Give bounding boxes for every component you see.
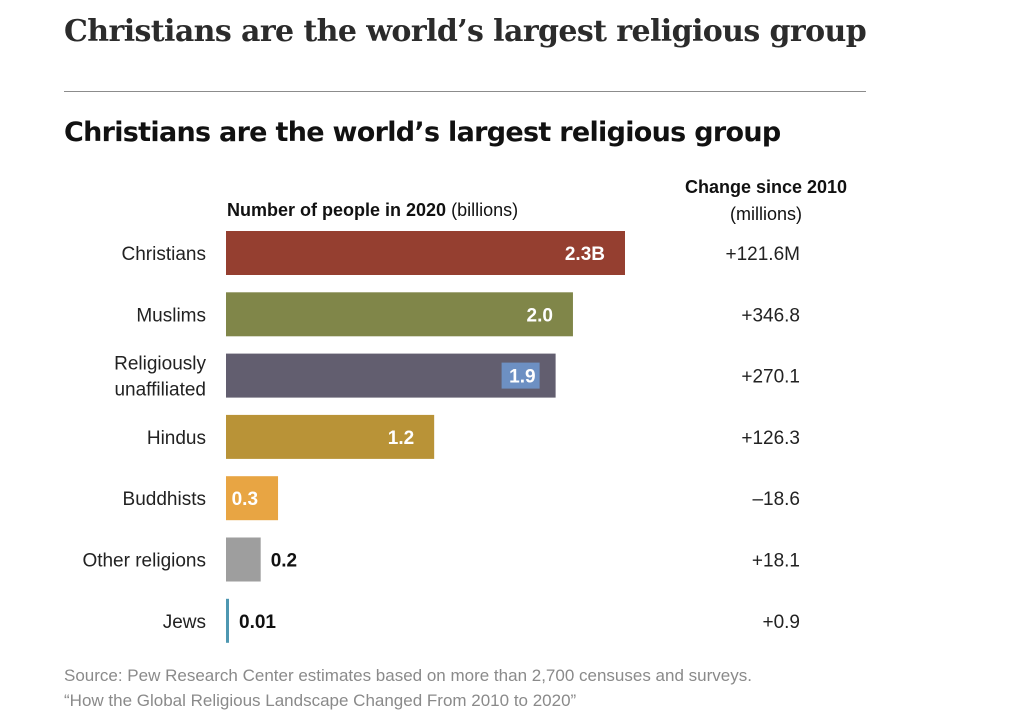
value-label: 0.2 [271, 551, 297, 572]
bar [226, 231, 625, 275]
category-label: Buddhists [123, 489, 206, 510]
page-heading: Christians are the world’s largest relig… [64, 14, 867, 49]
bar [226, 476, 279, 521]
source-note: Source: Pew Research Center estimates ba… [64, 663, 752, 713]
change-label: +126.3 [741, 428, 800, 449]
chart-title: Christians are the world’s largest relig… [64, 117, 781, 148]
change-label: +0.9 [762, 612, 800, 633]
source-line-1: Source: Pew Research Center estimates ba… [64, 666, 752, 685]
value-column-header: Number of people in 2020 (billions) [227, 200, 518, 221]
bar [226, 537, 261, 582]
change-label: –18.6 [752, 489, 800, 510]
value-label: 2.3B [565, 244, 605, 265]
change-label: +270.1 [741, 367, 800, 388]
value-label: 0.01 [239, 612, 276, 633]
source-line-2: “How the Global Religious Landscape Chan… [64, 691, 577, 710]
bar [226, 353, 556, 398]
category-label: Other religions [82, 551, 206, 572]
value-label: 1.2 [388, 428, 414, 449]
bar [226, 598, 229, 643]
bar [226, 414, 435, 459]
change-column-header: Change since 2010 (millions) [660, 174, 872, 228]
category-label: Hindus [147, 428, 206, 449]
category-label: Religiously unaffiliated [114, 354, 206, 401]
value-header-label: Number of people in 2020 [227, 200, 447, 220]
change-header-unit: (millions) [730, 204, 802, 224]
change-header-label: Change since 2010 [684, 177, 848, 197]
bar-chart: Christians 2.3B +121.6M Muslims 2.0 +346.8 Rel… [82, 231, 800, 643]
category-label: Muslims [136, 305, 206, 326]
bar [226, 292, 573, 337]
category-label: Jews [163, 612, 206, 633]
divider-rule [64, 91, 866, 92]
value-label: 1.9 [509, 367, 535, 388]
change-label: +121.6M [726, 244, 800, 265]
value-label: 0.3 [232, 489, 258, 510]
change-label: +18.1 [752, 551, 800, 572]
label-highlight [501, 362, 540, 389]
value-header-unit: (billions) [451, 200, 519, 220]
change-label: +346.8 [741, 305, 800, 326]
value-label: 2.0 [527, 305, 553, 326]
category-label: Christians [122, 244, 206, 265]
